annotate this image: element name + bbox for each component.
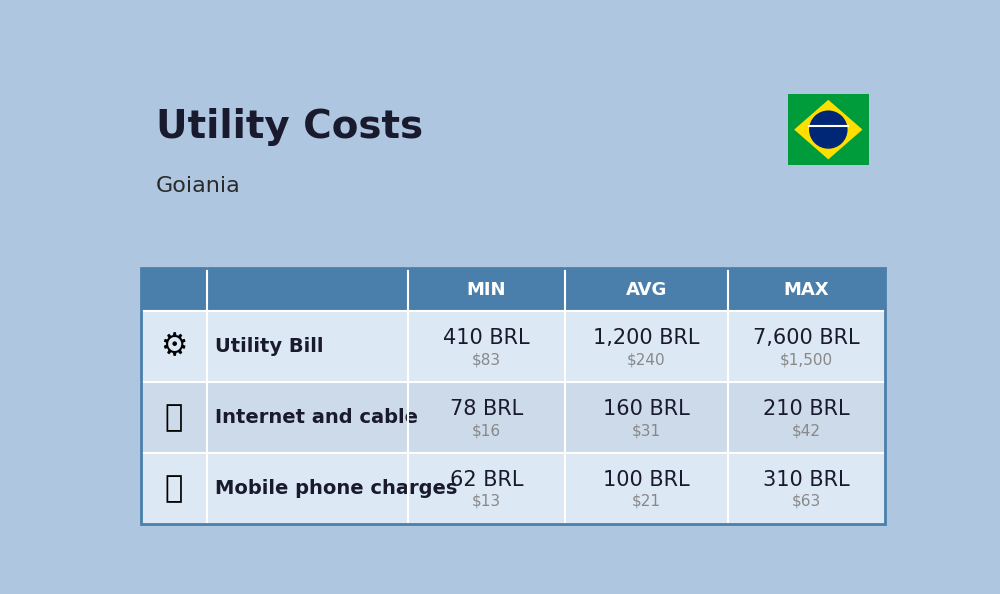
FancyBboxPatch shape <box>140 383 885 453</box>
Text: MIN: MIN <box>467 281 506 299</box>
Text: $16: $16 <box>472 423 501 438</box>
Text: $1,500: $1,500 <box>780 352 833 367</box>
Text: Utility Bill: Utility Bill <box>215 337 324 356</box>
Text: $31: $31 <box>632 423 661 438</box>
FancyBboxPatch shape <box>788 94 869 165</box>
FancyBboxPatch shape <box>140 268 885 311</box>
Text: Mobile phone charges: Mobile phone charges <box>215 479 458 498</box>
Text: 📶: 📶 <box>165 403 183 432</box>
Text: $240: $240 <box>627 352 666 367</box>
Text: $13: $13 <box>472 494 501 509</box>
Polygon shape <box>794 100 862 159</box>
Text: 410 BRL: 410 BRL <box>443 328 530 348</box>
Text: Goiania: Goiania <box>156 176 241 197</box>
Text: 7,600 BRL: 7,600 BRL <box>753 328 860 348</box>
Text: 78 BRL: 78 BRL <box>450 399 523 419</box>
Text: 📱: 📱 <box>165 474 183 503</box>
Text: 62 BRL: 62 BRL <box>450 470 523 490</box>
Text: MAX: MAX <box>784 281 829 299</box>
Text: 210 BRL: 210 BRL <box>763 399 850 419</box>
FancyBboxPatch shape <box>140 311 885 383</box>
Text: $21: $21 <box>632 494 661 509</box>
Text: $83: $83 <box>472 352 501 367</box>
Text: $63: $63 <box>792 494 821 509</box>
FancyBboxPatch shape <box>140 453 885 524</box>
Text: ⚙: ⚙ <box>160 333 188 361</box>
Text: AVG: AVG <box>626 281 667 299</box>
Text: 100 BRL: 100 BRL <box>603 470 690 490</box>
Text: 160 BRL: 160 BRL <box>603 399 690 419</box>
Text: 1,200 BRL: 1,200 BRL <box>593 328 700 348</box>
Text: Utility Costs: Utility Costs <box>156 108 423 146</box>
Text: $42: $42 <box>792 423 821 438</box>
Text: 310 BRL: 310 BRL <box>763 470 850 490</box>
Text: Internet and cable: Internet and cable <box>215 408 418 427</box>
Ellipse shape <box>809 110 848 148</box>
